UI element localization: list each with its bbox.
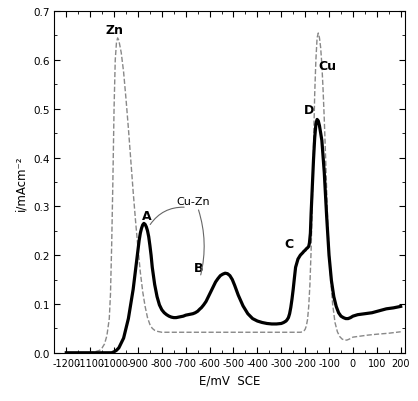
Text: D: D <box>304 104 315 117</box>
Text: B: B <box>194 261 203 274</box>
Text: Cu-Zn: Cu-Zn <box>176 197 210 207</box>
Text: Zn: Zn <box>105 24 123 37</box>
X-axis label: E/mV  SCE: E/mV SCE <box>199 373 260 386</box>
Y-axis label: i/mAcm⁻²: i/mAcm⁻² <box>15 155 28 210</box>
Text: Cu: Cu <box>318 60 336 73</box>
Text: A: A <box>142 209 152 223</box>
Text: C: C <box>284 238 293 251</box>
